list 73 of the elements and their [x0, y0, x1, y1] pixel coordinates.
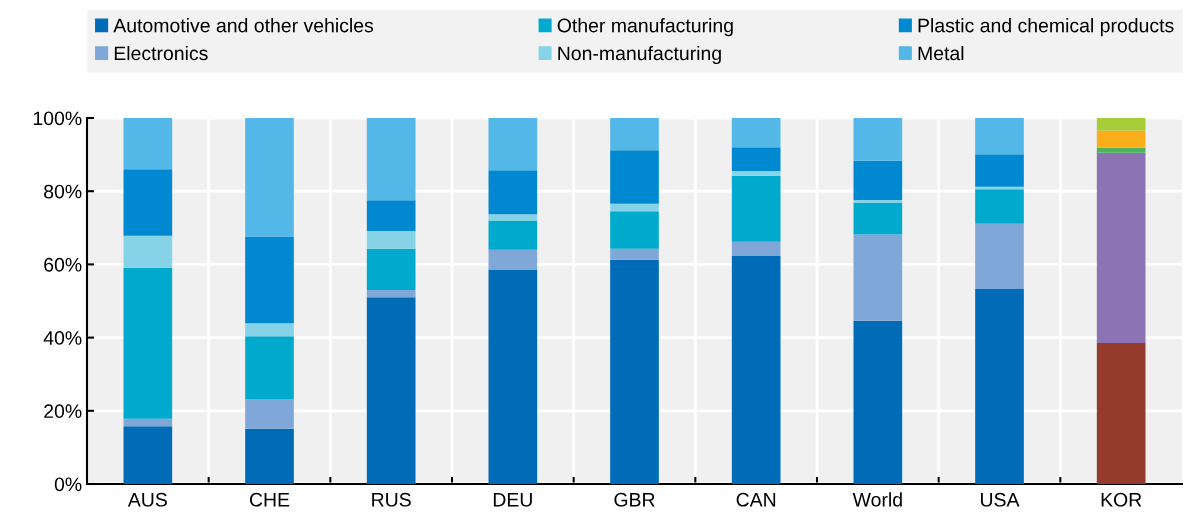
- bar: [366, 248, 416, 291]
- bar: [975, 223, 1024, 289]
- legend-label: Metal: [918, 45, 964, 61]
- bar: [853, 118, 903, 161]
- bar: [853, 199, 903, 203]
- x-tick-label: AUS: [127, 492, 167, 507]
- bar: [731, 255, 781, 484]
- y-tick-label: 40%: [43, 331, 82, 345]
- x-tick-label: RUS: [372, 492, 411, 507]
- y-tick-label: 80%: [44, 184, 82, 199]
- bar: [610, 211, 659, 249]
- bar: [975, 288, 1024, 484]
- bar: [610, 203, 659, 212]
- bar: [1096, 343, 1146, 484]
- bar: [853, 160, 903, 200]
- bar: [123, 418, 173, 427]
- bar: [731, 175, 781, 242]
- legend-label: Electronics: [114, 45, 208, 61]
- bar: [488, 249, 538, 270]
- bar: [123, 235, 173, 268]
- x-tick-label: DEU: [493, 493, 532, 507]
- bar: [245, 336, 294, 400]
- bar: [853, 202, 903, 235]
- bar: [123, 267, 173, 419]
- x-tick-label: USA: [981, 492, 1020, 507]
- x-tick-label: CHE: [249, 492, 290, 507]
- bar: [488, 118, 538, 171]
- x-tick-label: KOR: [1101, 492, 1142, 507]
- bar: [245, 428, 294, 484]
- legend-label: Non-manufacturing: [558, 45, 721, 65]
- bar: [245, 399, 294, 429]
- legend-label: Other manufacturing: [557, 18, 733, 37]
- bar: [1096, 147, 1146, 153]
- bar: [975, 154, 1024, 187]
- bar: [488, 269, 538, 484]
- y-tick-label: 60%: [44, 257, 82, 272]
- bar: [1096, 118, 1146, 131]
- bar: [366, 200, 416, 232]
- bar: [366, 297, 416, 484]
- bar: [610, 259, 659, 484]
- y-tick-label: 20%: [44, 404, 82, 419]
- bar: [731, 118, 781, 148]
- bar: [610, 118, 659, 151]
- bar: [731, 171, 781, 176]
- y-tick-label: 100%: [33, 111, 82, 126]
- bar: [1096, 152, 1146, 344]
- bar: [975, 189, 1024, 224]
- bar: [731, 147, 781, 172]
- x-tick-label: World: [852, 492, 902, 507]
- bar: [245, 236, 294, 324]
- bar: [731, 241, 781, 256]
- bar: [366, 118, 416, 201]
- bar: [245, 323, 294, 337]
- x-tick-label: CAN: [736, 492, 776, 507]
- bar: [488, 220, 538, 250]
- y-tick-label: 0%: [54, 477, 82, 492]
- legend-label: Automotive and other vehicles: [113, 18, 374, 33]
- bar: [366, 290, 416, 298]
- bar: [123, 118, 173, 170]
- bar: [853, 320, 903, 484]
- bar: [245, 118, 294, 237]
- bar: [366, 231, 416, 249]
- bar: [853, 234, 903, 321]
- bar: [610, 248, 659, 260]
- bar: [1096, 130, 1146, 148]
- x-tick-label: GBR: [614, 492, 655, 507]
- bar: [488, 214, 538, 221]
- bar: [975, 118, 1024, 155]
- legend-label: Plastic and chemical products: [918, 18, 1174, 37]
- bar: [123, 169, 173, 236]
- bar: [123, 426, 173, 484]
- bar: [610, 150, 659, 204]
- bar: [488, 170, 538, 215]
